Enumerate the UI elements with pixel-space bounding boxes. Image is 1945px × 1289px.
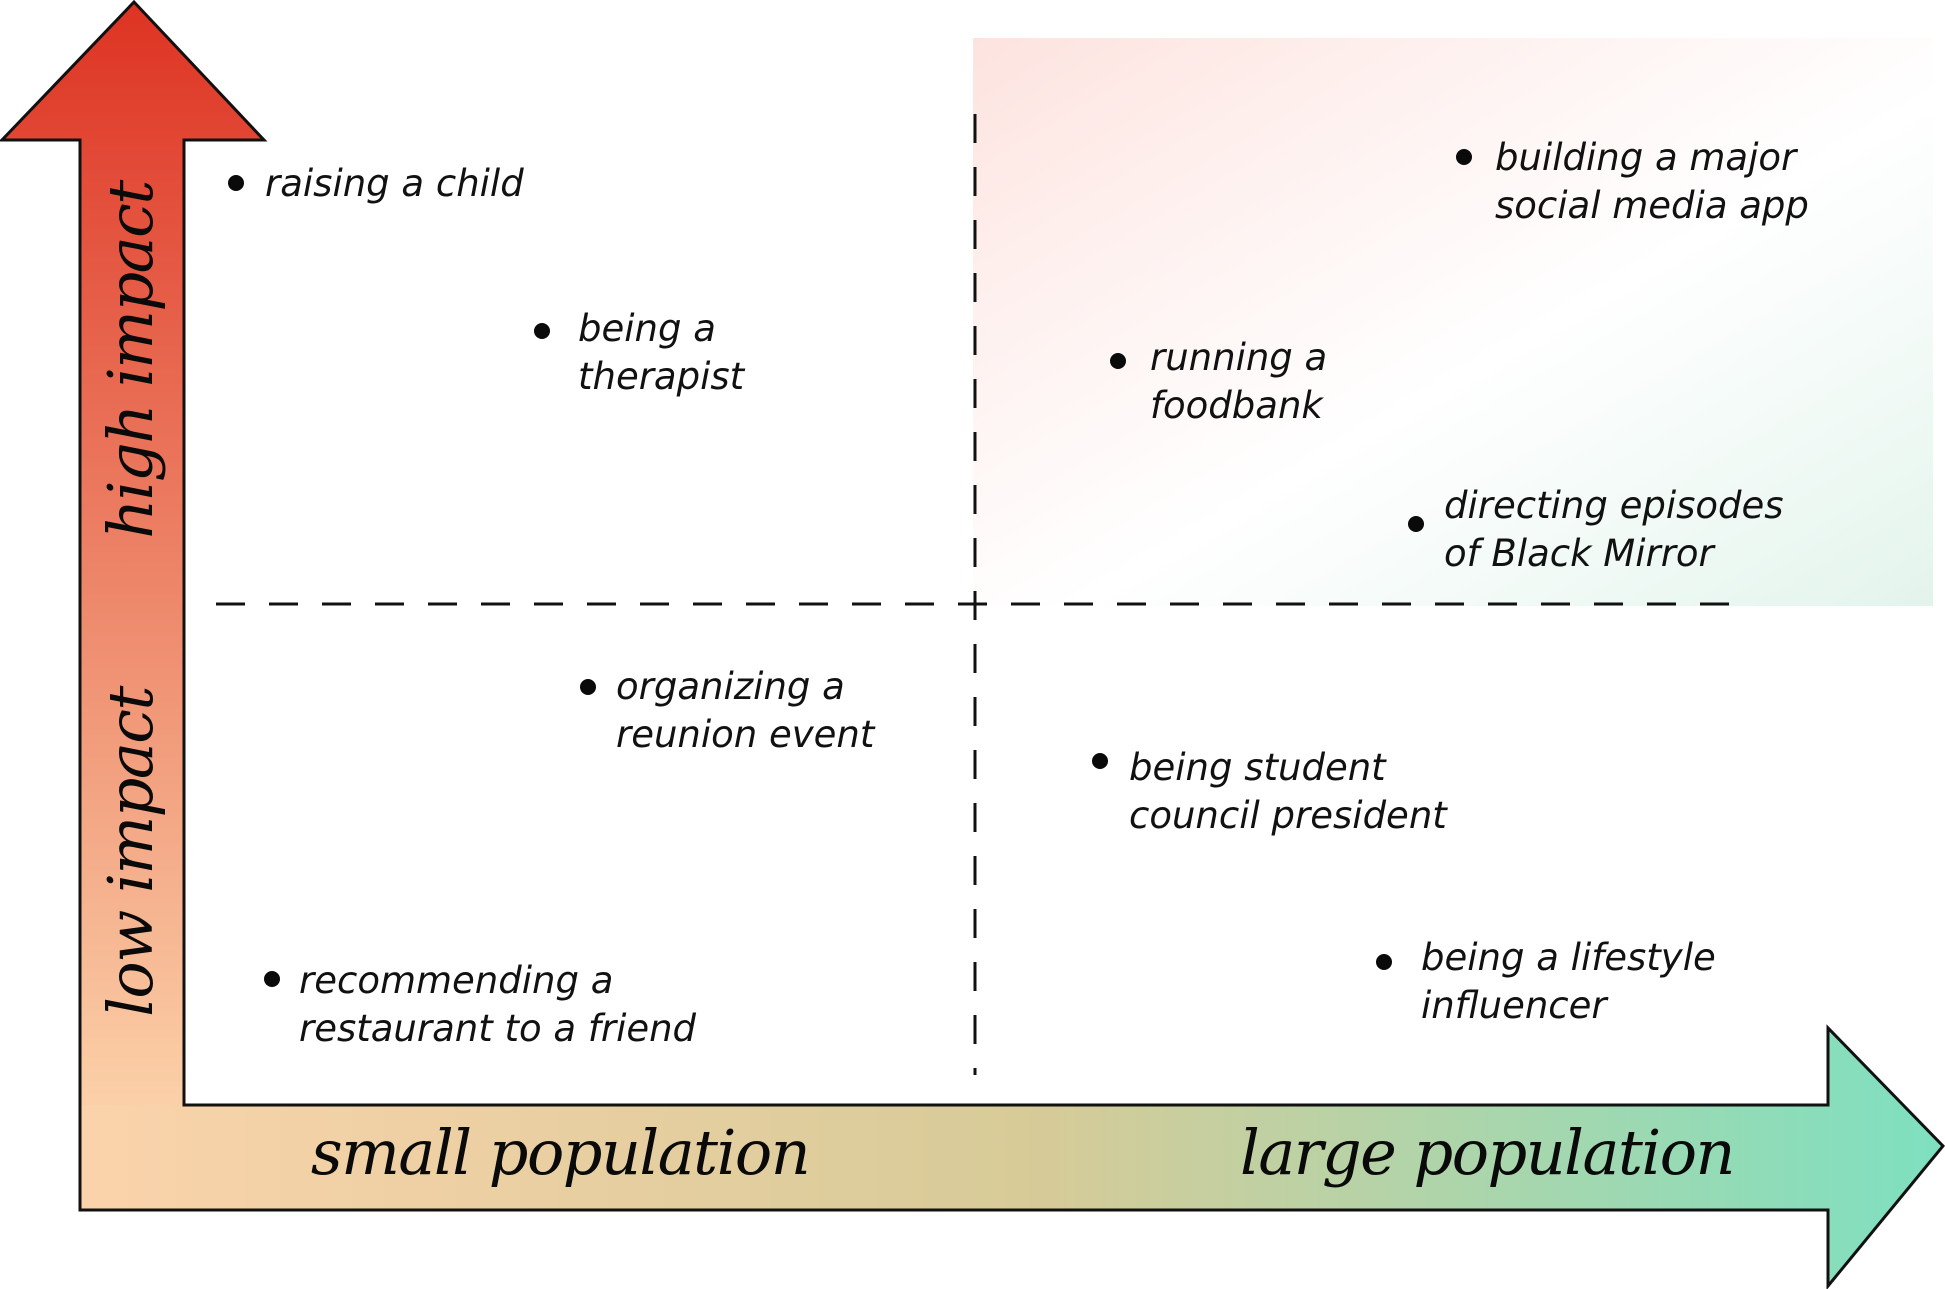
quadrant-highlight <box>973 38 1933 606</box>
item-label-line: social media app <box>1495 184 1809 227</box>
item-label-line: therapist <box>578 355 746 398</box>
x-axis-label-large: large population <box>1240 1116 1734 1189</box>
item-label-line: raising a child <box>265 162 524 205</box>
diagram-item-organizing-reunion: organizing a reunion event <box>580 665 876 756</box>
item-label-line: of Black Mirror <box>1444 532 1717 575</box>
diagram-item-running-a-foodbank: running a foodbank <box>1110 336 1327 427</box>
item-label-line: being a <box>578 307 716 350</box>
bullet-dot <box>1376 954 1392 970</box>
item-label: organizing a reunion event <box>616 665 876 756</box>
item-label-line: foodbank <box>1150 384 1324 427</box>
diagram-item-directing-black-mirror: directing episodes of Black Mirror <box>1408 484 1784 575</box>
item-label: building a major social media app <box>1495 136 1809 227</box>
item-label: raising a child <box>265 162 524 205</box>
item-label-line: directing episodes <box>1444 484 1784 527</box>
item-label-line: organizing a <box>616 665 845 708</box>
item-label-line: council president <box>1129 794 1448 837</box>
diagram-item-being-a-therapist: being a therapist <box>534 307 746 398</box>
bullet-dot <box>1408 516 1424 532</box>
bullet-dot <box>228 175 244 191</box>
item-label-line: running a <box>1150 336 1327 379</box>
item-label: being student council president <box>1129 746 1448 837</box>
item-label: being a therapist <box>578 307 746 398</box>
diagram-item-building-social-media-app: building a major social media app <box>1456 136 1809 227</box>
item-label: directing episodes of Black Mirror <box>1444 484 1784 575</box>
item-label-line: reunion event <box>616 713 876 756</box>
item-label-line: influencer <box>1421 984 1609 1027</box>
item-layer: raising a child being a therapist building … <box>228 136 1809 1050</box>
bullet-dot <box>580 679 596 695</box>
item-label: being a lifestyle influencer <box>1421 936 1716 1027</box>
item-label-line: restaurant to a friend <box>299 1007 697 1050</box>
item-label-line: being a lifestyle <box>1421 936 1716 979</box>
item-label-line: being student <box>1129 746 1387 789</box>
bullet-dot <box>534 323 550 339</box>
y-axis-label-high: high impact <box>94 180 167 539</box>
y-axis-label-low: low impact <box>94 686 167 1017</box>
diagram-item-raising-a-child: raising a child <box>228 162 524 205</box>
item-label: recommending a restaurant to a friend <box>299 959 697 1050</box>
y-axis-arrow <box>2 2 264 1105</box>
item-label-line: recommending a <box>299 959 613 1002</box>
item-label-line: building a major <box>1495 136 1799 179</box>
bullet-dot <box>1092 753 1108 769</box>
bullet-dot <box>1456 149 1472 165</box>
bullet-dot <box>1110 353 1126 369</box>
x-axis-label-small: small population <box>311 1116 809 1189</box>
bullet-dot <box>264 971 280 987</box>
x-axis-arrow <box>80 1028 1943 1286</box>
diagram-item-recommending-restaurant: recommending a restaurant to a friend <box>264 959 697 1050</box>
diagram-item-lifestyle-influencer: being a lifestyle influencer <box>1376 936 1716 1027</box>
diagram-item-student-council-president: being student council president <box>1092 746 1448 837</box>
item-label: running a foodbank <box>1150 336 1327 427</box>
